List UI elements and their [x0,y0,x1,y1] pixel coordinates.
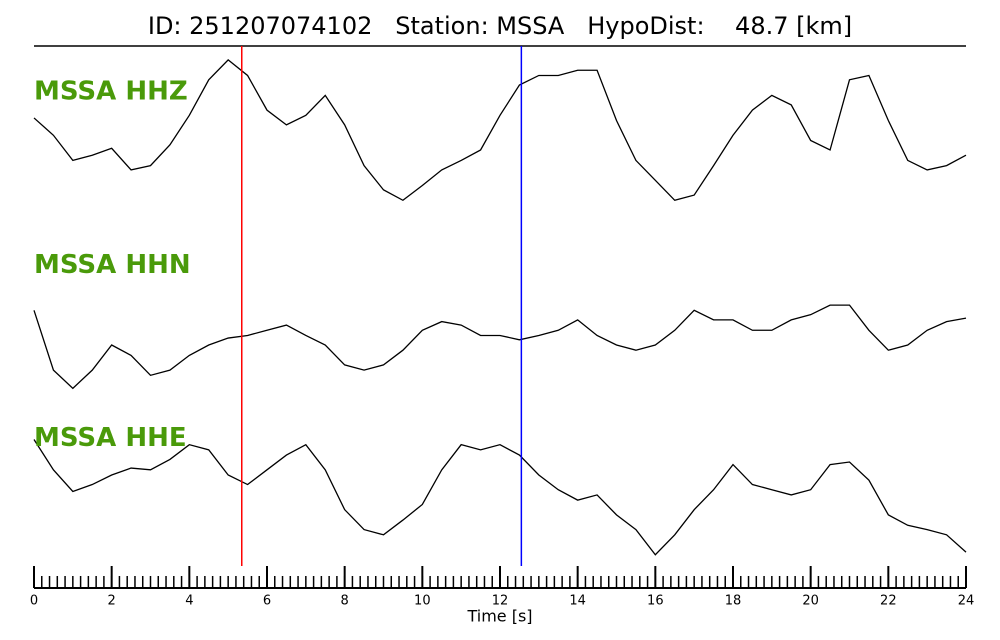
x-tick-label: 14 [569,594,586,609]
x-tick-label: 2 [108,594,116,609]
x-tick-label: 18 [725,594,742,609]
x-tick-label: 10 [414,594,431,609]
x-tick-label: 8 [341,594,349,609]
chart-title: ID: 251207074102 Station: MSSA HypoDist:… [148,12,852,40]
x-tick-label: 20 [802,594,819,609]
x-tick-label: 22 [880,594,897,609]
x-tick-label: 4 [185,594,193,609]
x-tick-label: 6 [263,594,271,609]
x-tick-label: 24 [958,594,975,609]
trace-label: MSSA HHN [34,250,191,280]
x-axis-label: Time [s] [466,607,532,626]
trace [33,304,967,390]
trace-label: MSSA HHZ [34,77,188,107]
trace-label: MSSA HHE [34,423,187,453]
trace [33,58,967,202]
x-tick-label: 0 [30,594,38,609]
x-tick-label: 16 [647,594,664,609]
x-tick-label: 12 [492,594,509,609]
trace [33,439,967,556]
